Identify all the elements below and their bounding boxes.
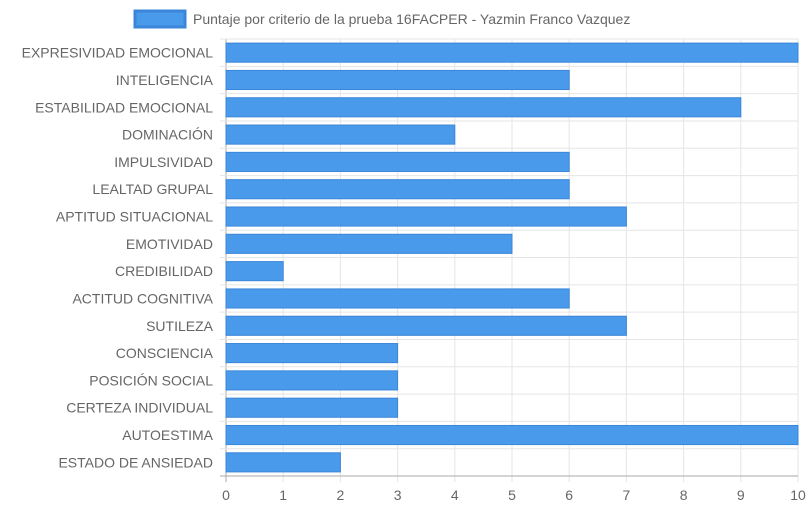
category-label: CERTEZA INDIVIDUAL bbox=[66, 400, 213, 416]
bar[interactable] bbox=[225, 452, 341, 473]
x-tick-label: 5 bbox=[508, 487, 516, 503]
x-tick-label: 3 bbox=[394, 487, 402, 503]
bar[interactable] bbox=[225, 343, 399, 364]
bar[interactable] bbox=[225, 97, 742, 118]
x-tick-label: 0 bbox=[222, 487, 230, 503]
x-tick-label: 2 bbox=[337, 487, 345, 503]
x-tick-labels: 0 1 2 3 4 5 6 7 8 9 10 bbox=[222, 487, 806, 503]
x-tick-label: 1 bbox=[279, 487, 287, 503]
x-tick-label: 8 bbox=[680, 487, 688, 503]
category-label: POSICIÓN SOCIAL bbox=[89, 372, 213, 388]
category-label: LEALTAD GRUPAL bbox=[92, 181, 213, 197]
bar[interactable] bbox=[225, 261, 284, 282]
category-label: INTELIGENCIA bbox=[116, 72, 214, 88]
bar[interactable] bbox=[225, 233, 513, 254]
category-label: ACTITUD COGNITIVA bbox=[72, 290, 213, 306]
category-label: DOMINACIÓN bbox=[122, 127, 213, 143]
legend-label[interactable]: Puntaje por criterio de la prueba 16FACP… bbox=[193, 11, 630, 27]
category-labels: EXPRESIVIDAD EMOCIONAL INTELIGENCIA ESTABI… bbox=[22, 45, 214, 471]
category-label: ESTADO DE ANSIEDAD bbox=[58, 454, 213, 470]
legend[interactable]: Puntaje por criterio de la prueba 16FACP… bbox=[133, 9, 630, 29]
bar[interactable] bbox=[225, 69, 570, 91]
legend-swatch[interactable] bbox=[133, 9, 187, 29]
bar[interactable] bbox=[225, 179, 570, 200]
category-label: EMOTIVIDAD bbox=[126, 236, 213, 252]
bar[interactable] bbox=[225, 206, 627, 227]
category-label: ESTABILIDAD EMOCIONAL bbox=[35, 99, 213, 115]
x-tick-label: 7 bbox=[623, 487, 631, 503]
category-label: CONSCIENCIA bbox=[116, 345, 214, 361]
category-label: SUTILEZA bbox=[146, 318, 214, 334]
bar[interactable] bbox=[225, 370, 399, 391]
category-label: AUTOESTIMA bbox=[122, 427, 213, 443]
x-tick-label: 10 bbox=[790, 487, 806, 503]
bar[interactable] bbox=[225, 42, 799, 63]
bars bbox=[225, 42, 799, 473]
category-label: APTITUD SITUACIONAL bbox=[56, 209, 213, 225]
bar[interactable] bbox=[225, 151, 570, 172]
bar[interactable] bbox=[225, 424, 799, 446]
x-tick-label: 4 bbox=[451, 487, 459, 503]
category-label: IMPULSIVIDAD bbox=[114, 154, 213, 170]
x-tick-label: 6 bbox=[565, 487, 573, 503]
bar[interactable] bbox=[225, 397, 399, 418]
x-tick-label: 9 bbox=[737, 487, 745, 503]
bar[interactable] bbox=[225, 288, 570, 309]
category-label: EXPRESIVIDAD EMOCIONAL bbox=[22, 45, 214, 61]
bar[interactable] bbox=[225, 315, 627, 336]
category-label: CREDIBILIDAD bbox=[115, 263, 213, 279]
bar[interactable] bbox=[225, 124, 456, 145]
